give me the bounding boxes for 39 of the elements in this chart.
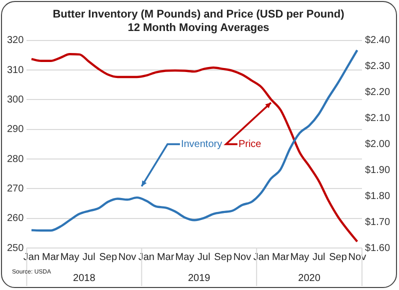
y2-tick-label: $1.60 — [364, 242, 390, 254]
y-tick-label: 250 — [6, 242, 24, 254]
x-tick-label: May — [290, 252, 310, 263]
chart-subtitle: 12 Month Moving Averages — [128, 22, 270, 34]
y2-tick-label: $1.80 — [364, 190, 390, 202]
y-tick-label: 290 — [6, 124, 24, 136]
y-tick-label: 300 — [6, 94, 24, 106]
y-tick-label: 280 — [6, 154, 24, 165]
text: 2018 — [73, 272, 96, 284]
x-tick-label: Sep — [99, 252, 118, 263]
x-tick-label: Nov — [118, 252, 136, 263]
y2-tick-label: $2.10 — [364, 113, 390, 124]
x-tick-label: May — [175, 252, 194, 263]
x-tick-label: Jul — [82, 252, 96, 263]
text: Inventory — [180, 138, 222, 150]
x-tick-label: Jul — [198, 252, 210, 263]
chart-title: Butter Inventory (M Pounds) and Price (USD per Pound) — [52, 8, 345, 21]
y-tick-label: 270 — [6, 183, 24, 194]
x-tick-label: Nov — [348, 252, 366, 263]
y2-tick-label: $1.90 — [364, 164, 390, 176]
x-tick-label: May — [60, 252, 80, 263]
y-tick-label: 260 — [6, 213, 24, 224]
y2-tick-label: $2.30 — [364, 61, 390, 72]
x-tick-label: Sep — [214, 252, 232, 263]
y-tick-label: 320 — [6, 35, 24, 46]
text: Price — [238, 138, 262, 150]
x-tick-label: Mar — [156, 252, 175, 263]
y-tick-label: 310 — [6, 64, 24, 76]
x-tick-label: Sep — [329, 252, 348, 263]
y2-tick-label: $2.40 — [364, 35, 390, 46]
x-tick-label: Jul — [312, 252, 326, 263]
text: 2019 — [188, 272, 211, 284]
x-tick-label: Nov — [233, 252, 252, 263]
y2-tick-label: $2.00 — [364, 138, 390, 150]
x-tick-label: Mar — [272, 252, 290, 263]
text: 2020 — [298, 272, 321, 284]
y2-tick-label: $1.70 — [364, 216, 390, 228]
x-tick-label: Mar — [42, 252, 60, 263]
y2-tick-label: $2.20 — [364, 87, 390, 98]
